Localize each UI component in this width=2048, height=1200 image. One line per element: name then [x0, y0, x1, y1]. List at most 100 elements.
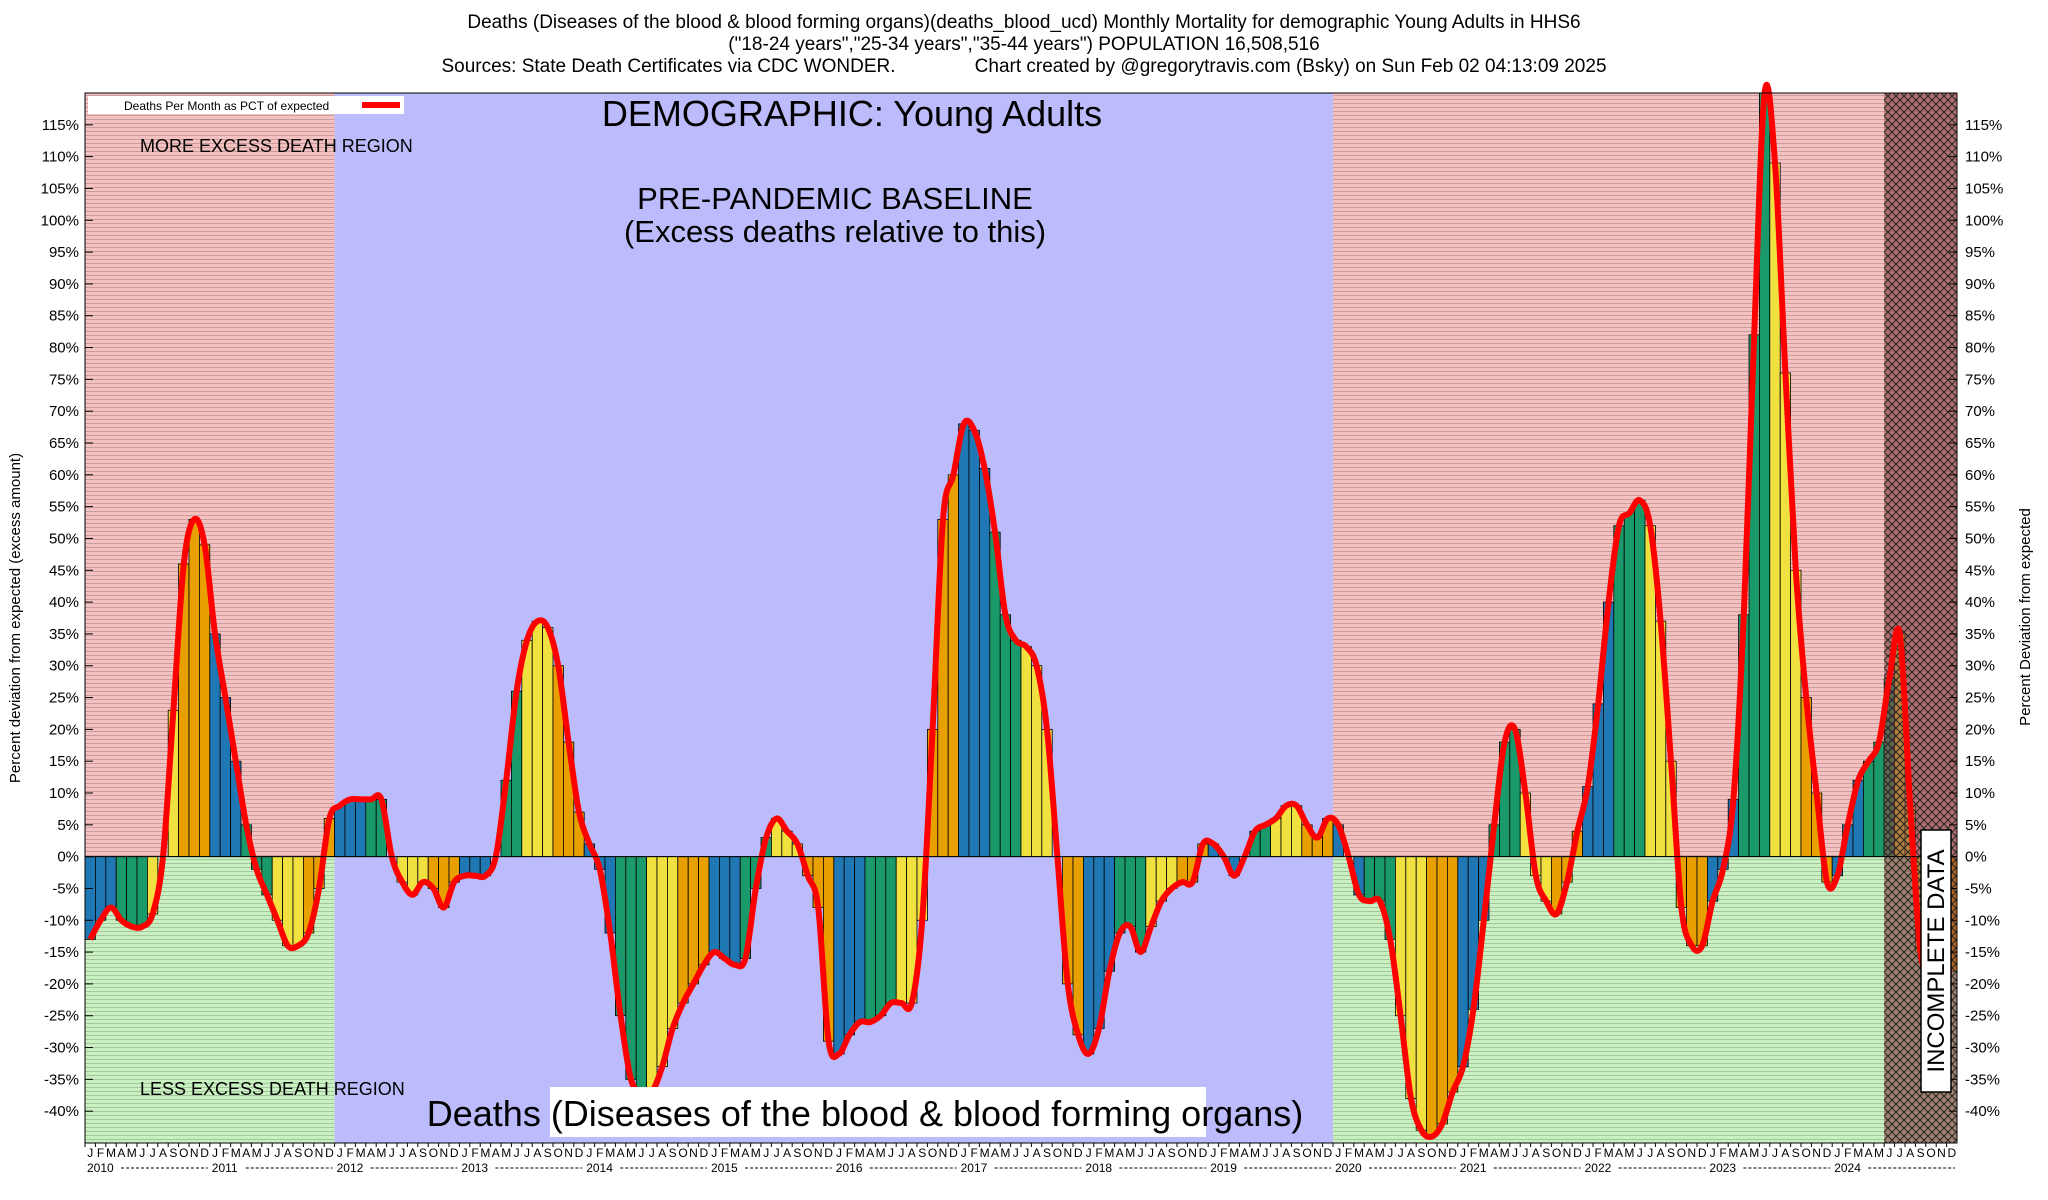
month-label: N [1563, 1146, 1572, 1160]
month-label: J [836, 1146, 842, 1160]
year-label: 2024 [1834, 1161, 1861, 1175]
bar [1634, 499, 1646, 858]
bar [292, 856, 304, 947]
y-tick-label-right: 105% [1965, 180, 2003, 197]
month-label: S [669, 1146, 677, 1160]
month-label: J [462, 1146, 468, 1160]
bar [521, 639, 533, 858]
y-tick-label-right: 90% [1965, 276, 1995, 293]
month-label: N [1063, 1146, 1072, 1160]
y-tick-label-left: 25% [49, 690, 79, 707]
month-label: N [939, 1146, 948, 1160]
month-label: J [1273, 1146, 1279, 1160]
month-label: A [159, 1146, 167, 1160]
month-label: M [231, 1146, 241, 1160]
y-tick-label-right: -35% [1965, 1071, 2000, 1088]
month-label: N [1313, 1146, 1322, 1160]
year-label: 2022 [1585, 1161, 1612, 1175]
month-label: M [1624, 1146, 1634, 1160]
month-label: M [252, 1146, 262, 1160]
month-label: A [1532, 1146, 1540, 1160]
bar [1873, 741, 1885, 858]
y-tick-label-right: 35% [1965, 626, 1995, 643]
month-label: F [1220, 1146, 1227, 1160]
month-label: J [514, 1146, 520, 1160]
month-label: M [501, 1146, 511, 1160]
month-label: J [1138, 1146, 1144, 1160]
month-label: M [1479, 1146, 1489, 1160]
bar [1114, 856, 1126, 934]
bar [188, 518, 200, 858]
month-label: A [1865, 1146, 1873, 1160]
bar [1613, 525, 1625, 858]
month-label: N [1188, 1146, 1197, 1160]
y-tick-label-right: 15% [1965, 753, 1995, 770]
y-tick-label-right: 95% [1965, 244, 1995, 261]
y-tick-label-right: 110% [1965, 149, 2002, 166]
month-label: S [1293, 1146, 1301, 1160]
month-label: D [575, 1146, 584, 1160]
month-label: O [1552, 1146, 1561, 1160]
month-label: S [918, 1146, 926, 1160]
y-tick-label-right: -20% [1965, 976, 2000, 993]
month-label: J [961, 1146, 967, 1160]
month-label: J [586, 1146, 592, 1160]
month-label: J [524, 1146, 530, 1160]
year-label: 2017 [961, 1161, 988, 1175]
month-label: N [814, 1146, 823, 1160]
month-label: N [315, 1146, 324, 1160]
y-tick-label-left: 20% [49, 721, 79, 738]
y-tick-label-right: 80% [1965, 340, 1995, 357]
month-label: J [649, 1146, 655, 1160]
year-label: 2010 [87, 1161, 114, 1175]
month-label: J [1710, 1146, 1716, 1160]
bar [843, 856, 856, 1036]
bar [968, 429, 980, 858]
month-label: O [1178, 1146, 1187, 1160]
month-label: M [626, 1146, 636, 1160]
bar [1415, 856, 1427, 1131]
bar [531, 620, 544, 858]
y-tick-label-left: 40% [49, 594, 79, 611]
month-label: A [1490, 1146, 1498, 1160]
month-label: N [1812, 1146, 1821, 1160]
bar [687, 856, 700, 985]
month-label: M [1874, 1146, 1884, 1160]
y-tick-label-right: 50% [1965, 530, 1995, 547]
y-tick-label-left: 35% [49, 626, 79, 643]
bar [1083, 856, 1095, 1055]
y-tick-label-right: -15% [1965, 944, 2000, 961]
month-label: M [876, 1146, 886, 1160]
month-label: D [200, 1146, 209, 1160]
month-label: A [1657, 1146, 1665, 1160]
month-label: A [1282, 1146, 1290, 1160]
y-tick-label-left: 110% [42, 149, 79, 166]
bar [719, 856, 731, 959]
year-label: 2014 [586, 1161, 613, 1175]
y-tick-label-left: 85% [49, 308, 79, 325]
y-tick-label-left: 70% [49, 403, 79, 420]
month-label: D [1698, 1146, 1707, 1160]
y-tick-label-right: 5% [1965, 817, 1987, 834]
bar [854, 856, 866, 1023]
bar [354, 798, 367, 858]
month-label: J [888, 1146, 894, 1160]
month-label: J [212, 1146, 218, 1160]
bar [1623, 512, 1635, 858]
month-label: A [492, 1146, 500, 1160]
month-label: A [1033, 1146, 1041, 1160]
y-tick-label-right: -10% [1965, 912, 2000, 929]
month-label: A [1116, 1146, 1124, 1160]
y-tick-label-left: 60% [49, 467, 79, 484]
year-label: 2019 [1210, 1161, 1237, 1175]
month-label: J [638, 1146, 644, 1160]
month-label: O [1926, 1146, 1935, 1160]
year-label: 2012 [337, 1161, 364, 1175]
month-label: D [1448, 1146, 1457, 1160]
month-label: M [1354, 1146, 1364, 1160]
month-label: J [139, 1146, 145, 1160]
month-label: A [908, 1146, 916, 1160]
month-label: A [1407, 1146, 1415, 1160]
month-label: F [1470, 1146, 1477, 1160]
month-label: J [389, 1146, 395, 1160]
